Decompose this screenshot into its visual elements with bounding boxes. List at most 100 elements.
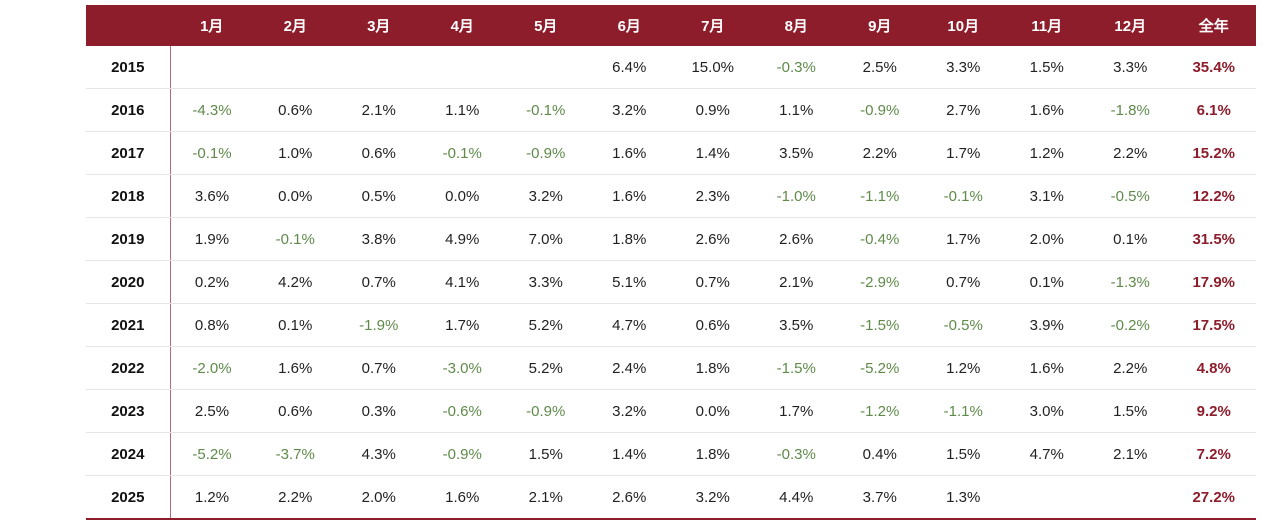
table-row: 2019 1.9% -0.1% 3.8% 4.9% 7.0% 1.8% 2.6% 2.6% -0.… xyxy=(86,217,1256,261)
monthly-return-cell: -1.5% xyxy=(838,303,922,347)
monthly-return-cell: 2.6% xyxy=(754,217,838,261)
monthly-return-cell: 4.7% xyxy=(1005,432,1089,476)
monthly-return-cell: -1.5% xyxy=(754,346,838,390)
monthly-return-cell: 3.0% xyxy=(1005,389,1089,433)
table-row: 2025 1.2% 2.2% 2.0% 1.6% 2.1% 2.6% 3.2% 4.4% 3.7%… xyxy=(86,475,1256,520)
monthly-return-cell: 3.1% xyxy=(1005,174,1089,218)
monthly-return-cell: 1.8% xyxy=(671,346,755,390)
column-header: 2月 xyxy=(253,5,337,46)
year-label: 2021 xyxy=(86,303,171,347)
monthly-return-cell xyxy=(337,46,421,89)
monthly-return-cell: 0.1% xyxy=(1088,217,1172,261)
year-label: 2018 xyxy=(86,174,171,218)
monthly-return-cell: 1.6% xyxy=(420,475,504,520)
monthly-return-cell: -5.2% xyxy=(838,346,922,390)
monthly-return-cell: 2.4% xyxy=(587,346,671,390)
monthly-return-cell: 2.2% xyxy=(1088,346,1172,390)
monthly-return-cell xyxy=(420,46,504,89)
annual-total-cell: 12.2% xyxy=(1172,174,1256,218)
monthly-return-cell: 1.4% xyxy=(587,432,671,476)
monthly-return-cell: 4.7% xyxy=(587,303,671,347)
monthly-return-cell: -0.5% xyxy=(921,303,1005,347)
monthly-return-cell: 1.3% xyxy=(921,475,1005,520)
year-label: 2017 xyxy=(86,131,171,175)
monthly-return-cell: -0.1% xyxy=(253,217,337,261)
column-header: 9月 xyxy=(838,5,922,46)
monthly-return-cell: -0.4% xyxy=(838,217,922,261)
monthly-return-cell: 0.8% xyxy=(170,303,254,347)
monthly-return-cell: 2.6% xyxy=(671,217,755,261)
monthly-return-cell: 2.0% xyxy=(337,475,421,520)
monthly-return-cell: 3.9% xyxy=(1005,303,1089,347)
monthly-return-cell: 0.7% xyxy=(337,260,421,304)
column-header: 12月 xyxy=(1088,5,1172,46)
column-header: 全年 xyxy=(1172,5,1256,46)
monthly-return-cell: 1.7% xyxy=(420,303,504,347)
monthly-return-cell: 3.8% xyxy=(337,217,421,261)
monthly-return-cell: 1.6% xyxy=(1005,346,1089,390)
monthly-return-cell: 0.7% xyxy=(337,346,421,390)
monthly-return-cell: -0.9% xyxy=(504,131,588,175)
monthly-return-cell: -3.7% xyxy=(253,432,337,476)
annual-total-cell: 9.2% xyxy=(1172,389,1256,433)
column-header: 6月 xyxy=(587,5,671,46)
monthly-return-cell: 2.7% xyxy=(921,88,1005,132)
monthly-return-cell: 0.0% xyxy=(420,174,504,218)
monthly-return-cell xyxy=(1088,475,1172,520)
monthly-return-cell: 0.6% xyxy=(253,389,337,433)
table-row: 2021 0.8% 0.1% -1.9% 1.7% 5.2% 4.7% 0.6% 3.5% -1.… xyxy=(86,303,1256,347)
monthly-return-cell: -1.2% xyxy=(838,389,922,433)
monthly-return-cell xyxy=(253,46,337,89)
monthly-return-cell: 3.3% xyxy=(1088,46,1172,89)
monthly-return-cell: -0.9% xyxy=(504,389,588,433)
table-row: 2018 3.6% 0.0% 0.5% 0.0% 3.2% 1.6% 2.3% -1.0% -1.… xyxy=(86,174,1256,218)
monthly-return-cell: 2.2% xyxy=(1088,131,1172,175)
monthly-return-cell: 0.6% xyxy=(253,88,337,132)
monthly-return-cell: 2.5% xyxy=(170,389,254,433)
monthly-return-cell: 3.7% xyxy=(838,475,922,520)
monthly-return-cell: 3.2% xyxy=(587,389,671,433)
column-header: 4月 xyxy=(420,5,504,46)
monthly-return-cell xyxy=(1005,475,1089,520)
table-row: 2020 0.2% 4.2% 0.7% 4.1% 3.3% 5.1% 0.7% 2.1% -2.9… xyxy=(86,260,1256,304)
annual-total-cell: 17.9% xyxy=(1172,260,1256,304)
table-header-row: 1月 2月 3月 4月 5月 6月 7月 8月 9月 10月 11月 12月 全年 xyxy=(86,5,1256,46)
monthly-return-cell: 4.2% xyxy=(253,260,337,304)
monthly-return-cell: 3.5% xyxy=(754,131,838,175)
monthly-return-cell: 1.6% xyxy=(253,346,337,390)
annual-total-cell: 27.2% xyxy=(1172,475,1256,520)
monthly-return-cell: -0.1% xyxy=(170,131,254,175)
monthly-return-cell: -0.9% xyxy=(838,88,922,132)
annual-total-cell: 4.8% xyxy=(1172,346,1256,390)
monthly-return-cell xyxy=(170,46,254,89)
monthly-return-cell: 5.1% xyxy=(587,260,671,304)
monthly-return-cell: 1.2% xyxy=(170,475,254,520)
year-label: 2019 xyxy=(86,217,171,261)
monthly-return-cell: -0.1% xyxy=(504,88,588,132)
monthly-return-cell: 1.2% xyxy=(1005,131,1089,175)
monthly-return-cell: -0.3% xyxy=(754,46,838,89)
monthly-return-cell: 3.3% xyxy=(504,260,588,304)
monthly-return-cell: 1.6% xyxy=(1005,88,1089,132)
monthly-return-cell: 0.2% xyxy=(170,260,254,304)
column-header: 8月 xyxy=(754,5,838,46)
monthly-return-cell: -1.8% xyxy=(1088,88,1172,132)
monthly-return-cell: 3.6% xyxy=(170,174,254,218)
monthly-return-cell: 1.0% xyxy=(253,131,337,175)
monthly-return-cell: 0.3% xyxy=(337,389,421,433)
column-header: 3月 xyxy=(337,5,421,46)
annual-total-cell: 35.4% xyxy=(1172,46,1256,89)
column-header: 5月 xyxy=(504,5,588,46)
monthly-return-cell: 0.0% xyxy=(253,174,337,218)
table-row: 2015 6.4% 15.0% -0.3% 2.5% 3.3% 1.5% 3.3% 35.4% xyxy=(86,46,1256,89)
monthly-return-cell: 0.9% xyxy=(671,88,755,132)
monthly-return-cell: -0.1% xyxy=(921,174,1005,218)
monthly-return-cell: 3.2% xyxy=(504,174,588,218)
monthly-return-cell: -5.2% xyxy=(170,432,254,476)
monthly-return-cell: 0.6% xyxy=(337,131,421,175)
column-header: 10月 xyxy=(921,5,1005,46)
monthly-return-cell: 2.0% xyxy=(1005,217,1089,261)
monthly-return-cell: 5.2% xyxy=(504,346,588,390)
annual-total-cell: 7.2% xyxy=(1172,432,1256,476)
monthly-return-cell: -4.3% xyxy=(170,88,254,132)
